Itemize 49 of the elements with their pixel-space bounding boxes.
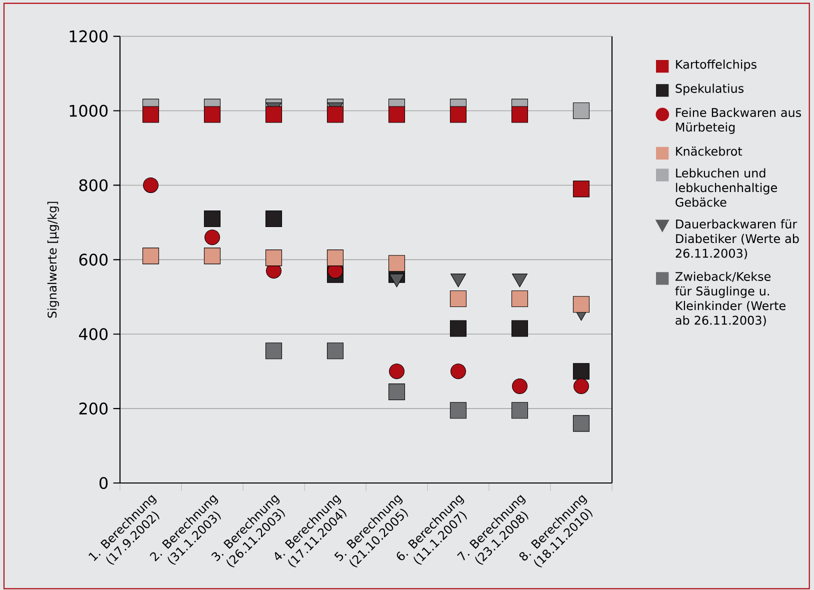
- point: [450, 364, 466, 380]
- point: [572, 415, 590, 432]
- point: [572, 363, 590, 380]
- y-tick-label: 1000: [70, 104, 108, 117]
- point: [326, 342, 344, 360]
- point: [572, 102, 590, 120]
- y-tick-label: 400: [78, 328, 108, 340]
- y-tick-label: 200: [79, 402, 108, 415]
- point: [142, 106, 160, 123]
- legend-label: Kartoffelchips: [676, 60, 756, 72]
- point: [142, 248, 160, 264]
- point: [265, 210, 282, 227]
- legend-label: Lebkuchen und lebkuchenhaltige Gebäcke: [676, 168, 777, 207]
- point: [572, 296, 590, 313]
- point: [265, 342, 282, 360]
- point: [204, 230, 220, 246]
- y-tick-label: 1200: [70, 30, 108, 42]
- legend-label: Spekulatius: [676, 84, 744, 96]
- legend-label: Zwieback/Kekse für Säuglinge u. Kleinkinder (Werte ab 26.11.2003): [675, 272, 786, 326]
- point: [572, 180, 590, 198]
- point: [511, 290, 528, 308]
- legend-label: Knäckebrot: [676, 146, 742, 156]
- point: [574, 378, 589, 394]
- y-tick-label: 800: [79, 179, 108, 192]
- point: [388, 255, 406, 272]
- point: [143, 177, 158, 193]
- point: [388, 384, 406, 400]
- point: [450, 290, 467, 308]
- legend-label: Feine Backwaren aus Mürbeteig: [676, 108, 801, 134]
- y-tick-label: 0: [100, 476, 108, 490]
- legend-label: Dauerbackwaren für Diabetiker (Werte ab 26.11.2003): [676, 219, 799, 260]
- point: [204, 210, 221, 227]
- y-tick-label: 600: [79, 254, 108, 266]
- point: [450, 320, 467, 337]
- y-axis-title: Signalwerte [µg/kg]: [47, 202, 59, 318]
- point: [450, 402, 467, 419]
- point: [204, 106, 221, 123]
- point: [265, 250, 282, 266]
- point: [511, 402, 528, 419]
- point: [204, 248, 221, 264]
- point: [511, 320, 528, 337]
- point: [389, 364, 404, 380]
- point: [512, 378, 528, 394]
- point: [388, 106, 406, 123]
- point: [326, 250, 344, 266]
- point: [265, 106, 282, 123]
- point: [511, 106, 528, 123]
- point: [450, 106, 467, 123]
- point: [326, 106, 344, 123]
